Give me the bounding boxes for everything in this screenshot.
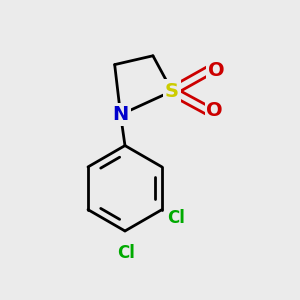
Text: O: O xyxy=(208,61,225,80)
Text: N: N xyxy=(112,105,129,124)
Text: Cl: Cl xyxy=(118,244,135,262)
Text: O: O xyxy=(206,101,223,120)
Text: S: S xyxy=(165,82,179,100)
Text: Cl: Cl xyxy=(167,209,184,227)
